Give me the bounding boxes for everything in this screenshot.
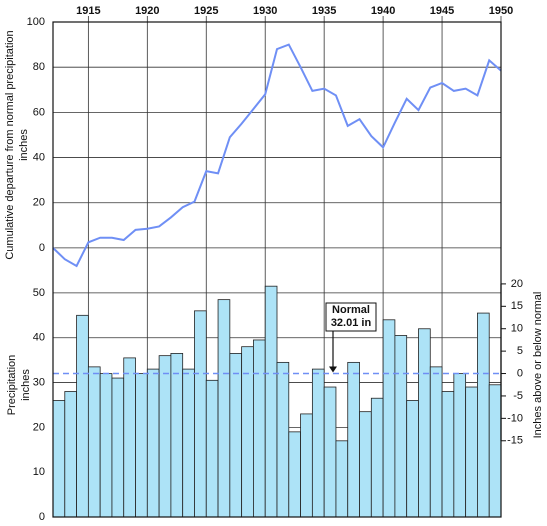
x-tick-label: 1945 xyxy=(430,5,454,17)
bar xyxy=(170,353,184,518)
x-tick-label: 1950 xyxy=(489,5,513,17)
x-tick-label: 1935 xyxy=(312,5,336,17)
bar xyxy=(311,368,325,518)
bar xyxy=(205,379,219,518)
y2-axis-title: Inches above or below normal xyxy=(532,292,544,439)
bar xyxy=(488,384,502,518)
bar xyxy=(429,366,443,518)
bar xyxy=(253,339,266,518)
bar xyxy=(264,285,278,518)
bar xyxy=(194,310,207,518)
y2-tick-label: -10 xyxy=(507,412,523,424)
bar xyxy=(382,319,396,518)
y-tick-label: 60 xyxy=(33,106,45,118)
y-tick-label: 10 xyxy=(33,466,45,478)
bar xyxy=(335,440,349,518)
bar xyxy=(276,361,290,518)
bar xyxy=(241,346,254,518)
bar xyxy=(64,391,77,518)
y2-tick-label: 5 xyxy=(517,345,523,357)
y-tick-label: 40 xyxy=(33,151,45,163)
y-axis-title: inches xyxy=(20,369,32,401)
y-tick-label: 100 xyxy=(27,16,45,28)
bar xyxy=(406,400,419,518)
line xyxy=(52,43,502,268)
annotation: 32.01 in xyxy=(331,317,372,329)
bar xyxy=(76,314,89,518)
bar xyxy=(418,328,431,518)
y2-tick-label: -15 xyxy=(507,435,523,447)
x-tick-label: 1925 xyxy=(194,5,218,17)
y2-tick-label: 0 xyxy=(517,367,523,379)
y2-tick-label: 20 xyxy=(511,278,523,290)
y-axis-title: Precipitation xyxy=(6,355,18,416)
y-tick-label: 40 xyxy=(33,332,45,344)
bar xyxy=(217,299,231,518)
x-tick-label: 1920 xyxy=(135,5,159,17)
plot-frame xyxy=(52,21,502,518)
y2-tick-label: 15 xyxy=(511,300,523,312)
bar xyxy=(111,377,125,518)
bar xyxy=(359,411,372,518)
bar xyxy=(52,400,66,518)
bar xyxy=(347,361,360,518)
y-tick-label: 80 xyxy=(33,61,45,73)
bar xyxy=(158,355,172,518)
bar xyxy=(123,357,136,518)
bar xyxy=(87,366,101,518)
bar xyxy=(441,391,455,518)
annotation-arrowhead xyxy=(329,366,337,373)
annotation: Normal xyxy=(332,304,370,316)
bar xyxy=(300,413,313,518)
bar xyxy=(465,386,478,518)
bar xyxy=(146,368,160,518)
x-tick-label: 1930 xyxy=(253,5,277,17)
bar xyxy=(323,386,337,518)
bar xyxy=(99,373,113,518)
bar xyxy=(370,397,384,518)
bar xyxy=(229,353,243,518)
y-tick-label: 0 xyxy=(39,511,45,523)
y2-tick-label: -5 xyxy=(513,390,523,402)
bar xyxy=(394,335,408,518)
y-tick-label: 20 xyxy=(33,421,45,433)
bar xyxy=(288,431,301,518)
y-axis-title: inches xyxy=(18,129,30,161)
y-tick-label: 30 xyxy=(33,376,45,388)
bar xyxy=(135,373,148,518)
y-axis-title: Cumulative departure from normal precipi… xyxy=(4,30,16,259)
bar xyxy=(477,312,490,518)
annotation-box xyxy=(325,302,377,332)
x-tick-label: 1940 xyxy=(371,5,395,17)
y-tick-label: 50 xyxy=(33,287,45,299)
y2-tick-label: 10 xyxy=(511,323,523,335)
x-tick-label: 1915 xyxy=(76,5,100,17)
y-tick-label: 20 xyxy=(33,197,45,209)
bar xyxy=(453,373,467,518)
y-tick-label: 0 xyxy=(39,242,45,254)
bar xyxy=(182,368,195,518)
